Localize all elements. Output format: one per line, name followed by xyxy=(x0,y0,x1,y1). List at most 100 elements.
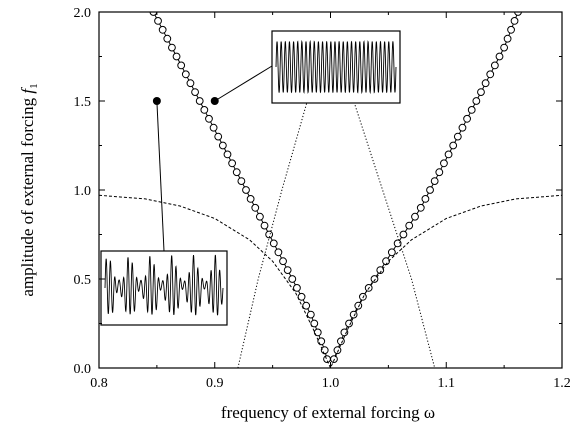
data-point xyxy=(269,239,278,248)
data-point xyxy=(297,292,306,301)
data-point xyxy=(302,301,311,310)
data-point xyxy=(251,203,260,212)
data-point xyxy=(279,257,287,266)
y-tick-label: 0.5 xyxy=(74,273,92,288)
y-axis-title-sub: 1 xyxy=(28,83,40,89)
data-point xyxy=(463,114,471,123)
data-point xyxy=(477,88,485,96)
data-point xyxy=(228,159,237,168)
x-axis-title: frequency of external forcing ω xyxy=(221,403,435,422)
data-point xyxy=(430,177,439,186)
data-point xyxy=(387,248,396,257)
data-point xyxy=(260,221,269,230)
y-tick-label: 1.5 xyxy=(74,95,92,110)
data-point xyxy=(200,106,209,114)
y-axis-title: amplitude of external forcing f1 xyxy=(18,83,40,296)
dashed-curve xyxy=(99,194,562,368)
data-point xyxy=(306,310,315,319)
data-point xyxy=(310,319,319,328)
threshold-curve-left xyxy=(152,12,328,360)
x-tick-label: 0.8 xyxy=(90,376,108,391)
regular-waveform xyxy=(275,39,397,95)
data-point xyxy=(354,301,363,310)
data-point xyxy=(317,337,326,346)
marker-point xyxy=(210,97,219,105)
data-point xyxy=(453,132,462,141)
leader-line xyxy=(214,65,273,102)
data-point xyxy=(349,310,358,319)
data-point xyxy=(472,97,481,105)
data-point xyxy=(495,52,504,61)
data-point xyxy=(323,355,331,364)
data-point xyxy=(205,114,213,123)
y-axis-title-main: amplitude of external forcing xyxy=(18,94,37,297)
data-point xyxy=(503,34,512,43)
data-point xyxy=(500,43,509,52)
data-point xyxy=(274,248,283,257)
insets-layer xyxy=(100,30,401,326)
threshold-curve-right xyxy=(333,12,519,360)
data-point xyxy=(158,25,167,34)
y-tick-label: 2.0 xyxy=(74,6,92,21)
data-point xyxy=(154,17,162,25)
data-point xyxy=(510,17,519,25)
data-point xyxy=(163,34,172,43)
data-point xyxy=(209,123,218,132)
data-point xyxy=(507,25,515,34)
marker-point xyxy=(152,97,161,105)
data-point xyxy=(416,203,425,212)
x-tick-label: 1.0 xyxy=(322,376,340,391)
data-point xyxy=(411,212,419,221)
x-tick-label: 1.2 xyxy=(553,376,571,391)
data-point xyxy=(449,141,458,150)
data-point xyxy=(181,70,190,79)
data-point xyxy=(405,221,414,230)
data-point xyxy=(467,106,476,114)
data-point xyxy=(246,195,255,203)
x-tick-label: 1.1 xyxy=(438,376,456,391)
data-point xyxy=(435,168,444,177)
data-point xyxy=(481,79,490,88)
x-tick-label: 0.9 xyxy=(206,376,224,391)
data-point xyxy=(288,275,297,283)
data-point xyxy=(195,97,204,105)
data-point xyxy=(242,186,250,194)
y-axis-title-var: f xyxy=(18,87,37,94)
data-point xyxy=(376,266,385,275)
curves-layer xyxy=(99,12,562,368)
leader-line xyxy=(156,100,165,252)
data-point xyxy=(333,346,342,355)
data-point xyxy=(265,230,274,239)
data-point xyxy=(399,230,408,239)
data-point xyxy=(255,212,264,221)
data-point xyxy=(444,150,453,159)
data-point xyxy=(232,168,241,177)
data-point xyxy=(168,43,176,52)
axes-layer: 0.8 0.9 1.0 1.1 1.2 0.0 0.5 1.0 1.5 2.0 xyxy=(74,6,571,391)
data-point xyxy=(191,88,199,96)
data-point xyxy=(458,123,467,132)
data-point xyxy=(283,266,292,275)
data-point xyxy=(223,150,232,159)
data-point xyxy=(313,328,322,337)
data-point xyxy=(440,159,448,168)
y-tick-label: 0.0 xyxy=(74,362,92,377)
data-point xyxy=(293,284,301,292)
data-point xyxy=(421,195,430,203)
data-point xyxy=(370,275,379,283)
data-point xyxy=(320,346,329,355)
data-point xyxy=(214,132,223,141)
data-point xyxy=(337,337,345,346)
data-point xyxy=(218,141,227,150)
y-tick-label: 1.0 xyxy=(74,184,92,199)
data-point xyxy=(393,239,402,248)
data-point xyxy=(186,79,195,88)
data-point xyxy=(426,186,434,194)
data-point xyxy=(237,177,246,186)
data-point xyxy=(172,52,181,61)
data-point xyxy=(345,319,353,328)
data-point xyxy=(486,70,495,79)
data-point xyxy=(177,61,186,70)
irregular-waveform xyxy=(104,254,224,316)
